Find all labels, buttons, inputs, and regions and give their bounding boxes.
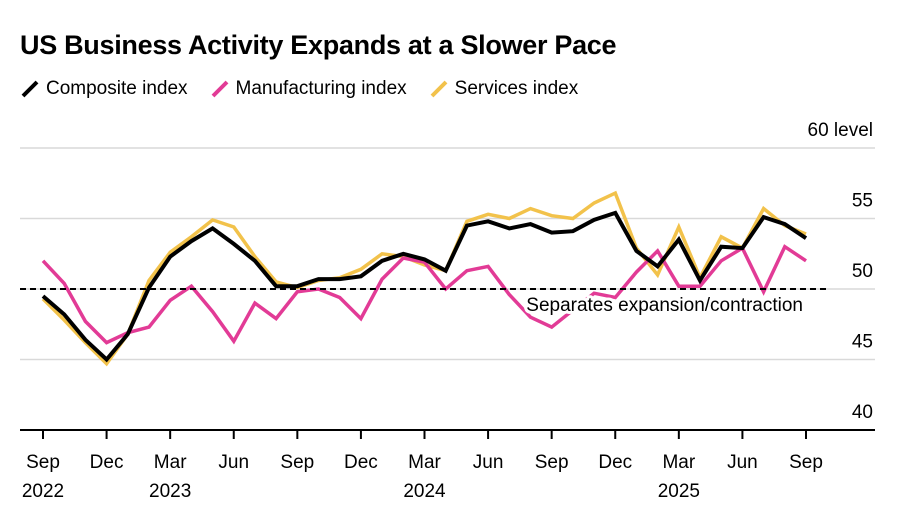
chart-title: US Business Activity Expands at a Slower… [20, 30, 617, 60]
reference-line-label: Separates expansion/contraction [526, 295, 803, 316]
y-tick-label: 40 [852, 402, 873, 423]
x-tick-label: Jun [727, 452, 758, 473]
legend-item-manufacturing: Manufacturing index [210, 78, 407, 100]
series-line-composite [41, 210, 808, 363]
legend: Composite index Manufacturing index Serv… [20, 78, 600, 100]
legend-label-services: Services index [454, 78, 579, 99]
x-tick-label: Mar [408, 452, 441, 473]
x-tick-label: Sep [26, 452, 60, 473]
x-tick-label: Jun [473, 452, 504, 473]
legend-label-composite: Composite index [46, 78, 188, 99]
legend-item-services: Services index [429, 78, 579, 100]
x-axis: Sep 2022 Dec Mar 2023 Jun Sep Dec Mar 2024 Jun Sep D… [20, 429, 875, 502]
x-tick-label: Mar [662, 452, 695, 473]
x-tick-year-label: 2025 [658, 481, 700, 502]
legend-swatch-composite-icon [21, 80, 39, 98]
legend-item-composite: Composite index [20, 78, 188, 100]
x-tick-year-label: 2024 [403, 481, 446, 502]
legend-swatch-services-icon [430, 80, 448, 98]
x-tick-label: Jun [218, 452, 249, 473]
reference-line-group: Separates expansion/contraction [20, 288, 830, 319]
x-tick-label: Sep [535, 452, 569, 473]
series-lines [41, 190, 808, 367]
x-tick-label: Mar [154, 452, 187, 473]
x-tick-label: Dec [344, 452, 378, 473]
y-tick-label: 50 [852, 261, 873, 282]
x-tick-year-label: 2022 [22, 481, 64, 502]
x-tick-label: Sep [280, 452, 314, 473]
y-tick-label: 55 [852, 191, 873, 212]
x-tick-year-label: 2023 [149, 481, 191, 502]
x-tick-label: Dec [90, 452, 124, 473]
x-tick-label: Dec [598, 452, 632, 473]
y-tick-label: 45 [852, 332, 873, 353]
legend-swatch-manufacturing-icon [211, 80, 228, 98]
y-tick-label: 60 level [808, 120, 874, 141]
x-tick-label: Sep [789, 452, 823, 473]
y-axis-tick-labels: 60 level 55 50 45 40 [808, 120, 874, 423]
series-line-manufacturing [41, 244, 807, 345]
legend-label-manufacturing: Manufacturing index [235, 78, 407, 99]
